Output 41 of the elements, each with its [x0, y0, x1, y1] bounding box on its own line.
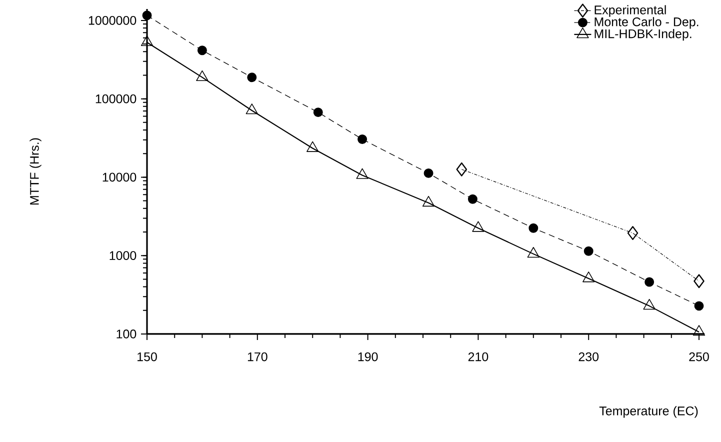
point — [468, 194, 478, 204]
point — [627, 226, 638, 240]
point — [196, 70, 208, 82]
point — [456, 162, 468, 176]
x-tick-label: 190 — [358, 352, 378, 362]
point — [306, 141, 319, 152]
point — [356, 168, 368, 179]
point — [694, 301, 704, 311]
point — [358, 134, 368, 144]
y-tick-label: 1000000 — [88, 16, 136, 25]
y-axis-title: MTTF (Hrs.) — [30, 138, 42, 204]
point — [582, 272, 595, 282]
point — [472, 221, 484, 232]
x-tick-label: 170 — [248, 352, 268, 362]
point — [643, 298, 656, 310]
point — [424, 168, 434, 178]
point — [422, 196, 435, 207]
legend-label: MIL-HDBK-Indep. — [594, 29, 692, 41]
legend-label: Monte Carlo - Dep. — [594, 17, 698, 29]
point — [313, 108, 323, 118]
x-tick-label: 210 — [468, 352, 488, 362]
y-tick-label: 10000 — [102, 172, 136, 182]
point — [142, 10, 152, 20]
y-tick-label: 100 — [116, 330, 136, 338]
x-tick-label: 150 — [138, 352, 157, 362]
point — [528, 223, 538, 233]
point — [197, 46, 207, 56]
point — [692, 325, 706, 336]
x-tick-label: 250 — [689, 352, 709, 362]
point — [644, 277, 654, 287]
y-tick-label: 1000 — [110, 251, 136, 260]
point — [584, 246, 594, 256]
point — [247, 72, 257, 82]
point — [140, 35, 154, 46]
point — [694, 274, 704, 288]
y-tick-label: 100000 — [96, 94, 136, 104]
point — [246, 104, 258, 114]
point — [527, 246, 540, 258]
x-tick-label: 230 — [578, 352, 599, 362]
x-axis-title: Temperature (EC) — [599, 406, 698, 418]
legend-label: Experimental — [594, 5, 666, 17]
